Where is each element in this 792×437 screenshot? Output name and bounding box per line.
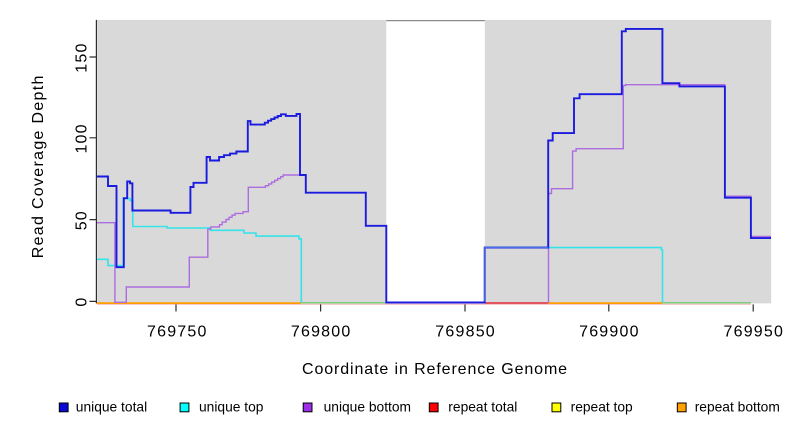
svg-text:769750: 769750	[147, 323, 208, 340]
svg-text:repeat bottom: repeat bottom	[695, 399, 780, 414]
svg-text:repeat top: repeat top	[571, 399, 633, 414]
svg-text:150: 150	[74, 42, 91, 72]
svg-text:769950: 769950	[724, 323, 785, 340]
svg-text:769800: 769800	[291, 323, 352, 340]
svg-text:769850: 769850	[435, 323, 496, 340]
svg-text:0: 0	[74, 297, 91, 307]
svg-text:Read Coverage Depth: Read Coverage Depth	[30, 74, 47, 258]
svg-text:repeat total: repeat total	[448, 399, 517, 414]
svg-text:unique top: unique top	[199, 399, 264, 414]
svg-text:50: 50	[74, 210, 91, 230]
svg-text:100: 100	[74, 123, 91, 153]
svg-text:unique total: unique total	[76, 399, 147, 414]
svg-text:769900: 769900	[579, 323, 640, 340]
svg-text:Coordinate in Reference Genome: Coordinate in Reference Genome	[302, 361, 568, 378]
svg-text:unique bottom: unique bottom	[324, 399, 411, 414]
